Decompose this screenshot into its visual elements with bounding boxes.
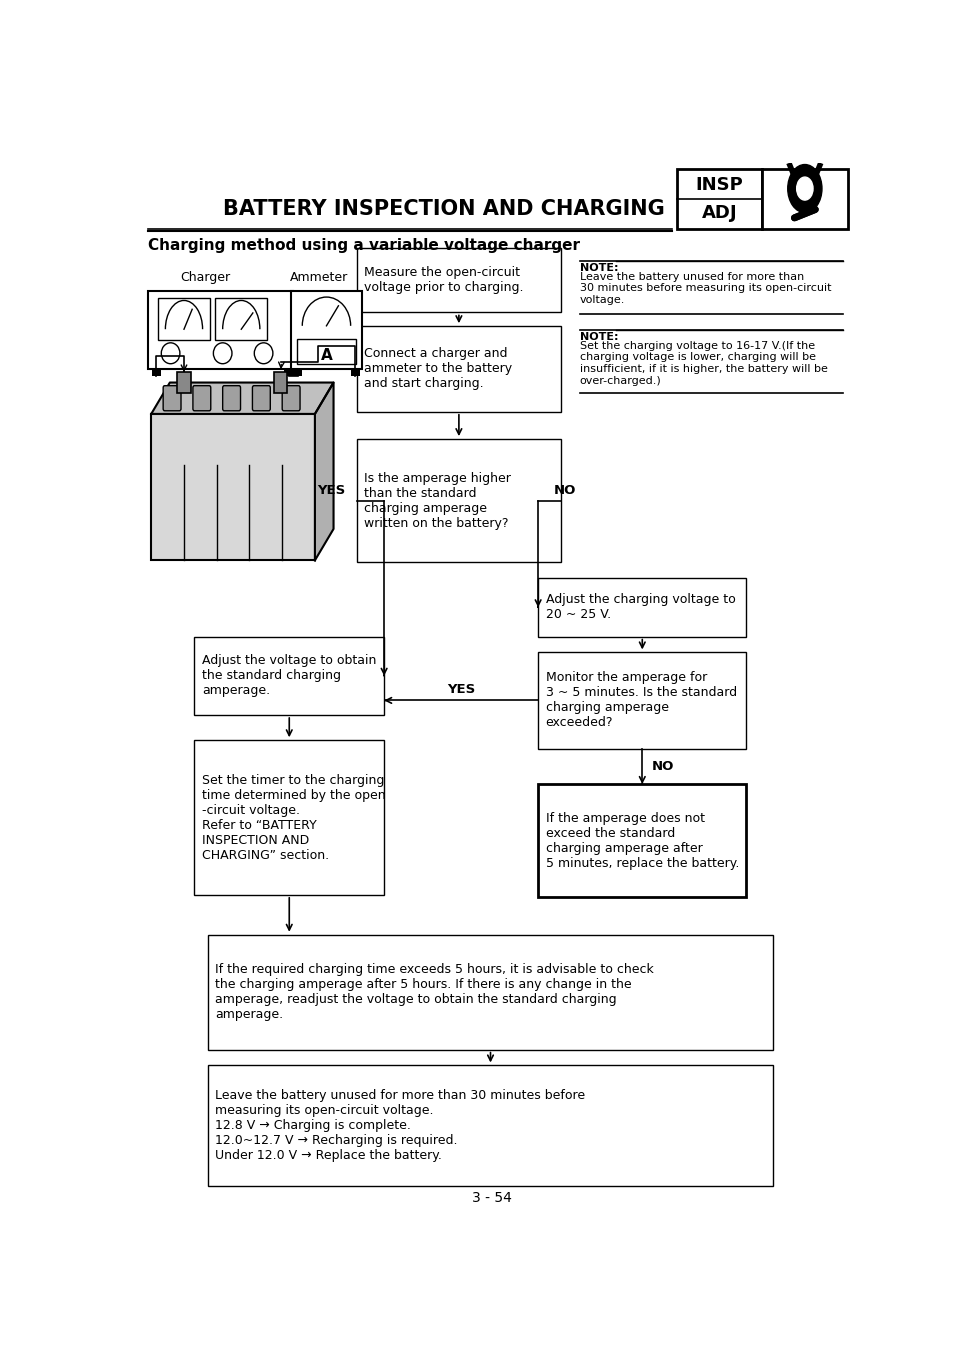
- FancyBboxPatch shape: [677, 170, 762, 230]
- FancyBboxPatch shape: [762, 170, 848, 230]
- Text: NO: NO: [652, 760, 674, 773]
- Circle shape: [797, 177, 813, 200]
- FancyBboxPatch shape: [356, 326, 562, 411]
- FancyBboxPatch shape: [163, 386, 181, 410]
- Text: Adjust the voltage to obtain
the standard charging
amperage.: Adjust the voltage to obtain the standar…: [202, 655, 376, 698]
- Text: Is the amperage higher
than the standard
charging amperage
written on the batter: Is the amperage higher than the standard…: [364, 471, 511, 530]
- Bar: [294, 369, 302, 376]
- Text: Leave the battery unused for more than
30 minutes before measuring its open-circ: Leave the battery unused for more than 3…: [580, 272, 831, 306]
- Text: If the amperage does not
exceed the standard
charging amperage after
5 minutes, : If the amperage does not exceed the stan…: [545, 812, 739, 869]
- Polygon shape: [315, 383, 333, 561]
- Text: Adjust the charging voltage to
20 ~ 25 V.: Adjust the charging voltage to 20 ~ 25 V…: [545, 593, 735, 622]
- Text: ADJ: ADJ: [702, 204, 737, 221]
- Text: NO: NO: [553, 483, 576, 497]
- Text: Charger: Charger: [180, 272, 230, 284]
- Bar: [152, 369, 161, 376]
- Bar: [350, 369, 360, 376]
- FancyBboxPatch shape: [356, 439, 562, 562]
- FancyBboxPatch shape: [194, 740, 384, 895]
- FancyBboxPatch shape: [207, 1066, 773, 1186]
- Text: Monitor the amperage for
3 ~ 5 minutes. Is the standard
charging amperage
exceed: Monitor the amperage for 3 ~ 5 minutes. …: [545, 671, 736, 729]
- FancyBboxPatch shape: [215, 297, 267, 340]
- FancyBboxPatch shape: [152, 414, 315, 561]
- FancyBboxPatch shape: [291, 291, 362, 369]
- FancyBboxPatch shape: [539, 784, 747, 898]
- FancyBboxPatch shape: [223, 386, 241, 410]
- Text: NOTE:: NOTE:: [580, 333, 618, 342]
- Circle shape: [788, 164, 822, 213]
- FancyBboxPatch shape: [158, 297, 210, 340]
- Text: YES: YES: [317, 483, 346, 497]
- Text: BATTERY INSPECTION AND CHARGING: BATTERY INSPECTION AND CHARGING: [223, 200, 664, 219]
- Text: Measure the open-circuit
voltage prior to charging.: Measure the open-circuit voltage prior t…: [364, 266, 523, 295]
- Text: A: A: [321, 348, 332, 363]
- Text: Set the charging voltage to 16-17 V.(If the
charging voltage is lower, charging : Set the charging voltage to 16-17 V.(If …: [580, 341, 828, 386]
- Bar: [284, 369, 294, 376]
- FancyBboxPatch shape: [194, 637, 384, 716]
- FancyBboxPatch shape: [252, 386, 271, 410]
- FancyBboxPatch shape: [539, 579, 747, 637]
- FancyBboxPatch shape: [178, 372, 191, 392]
- Polygon shape: [152, 383, 333, 414]
- FancyBboxPatch shape: [207, 934, 773, 1050]
- FancyBboxPatch shape: [356, 247, 562, 312]
- Text: Connect a charger and
ammeter to the battery
and start charging.: Connect a charger and ammeter to the bat…: [364, 348, 512, 391]
- Text: Charging method using a variable voltage charger: Charging method using a variable voltage…: [148, 238, 580, 253]
- FancyBboxPatch shape: [297, 338, 356, 364]
- Text: Leave the battery unused for more than 30 minutes before
measuring its open-circ: Leave the battery unused for more than 3…: [215, 1089, 586, 1162]
- Text: If the required charging time exceeds 5 hours, it is advisable to check
the char: If the required charging time exceeds 5 …: [215, 963, 654, 1021]
- Text: INSP: INSP: [695, 177, 743, 194]
- Text: Set the timer to the charging
time determined by the open
-circuit voltage.
Refe: Set the timer to the charging time deter…: [202, 774, 386, 861]
- Text: Ammeter: Ammeter: [290, 272, 348, 284]
- Text: NOTE:: NOTE:: [580, 263, 618, 273]
- FancyBboxPatch shape: [539, 652, 747, 748]
- FancyBboxPatch shape: [274, 372, 287, 392]
- FancyBboxPatch shape: [148, 291, 294, 369]
- FancyBboxPatch shape: [193, 386, 211, 410]
- Text: YES: YES: [447, 683, 475, 697]
- FancyBboxPatch shape: [282, 386, 300, 410]
- Text: 3 - 54: 3 - 54: [472, 1191, 512, 1205]
